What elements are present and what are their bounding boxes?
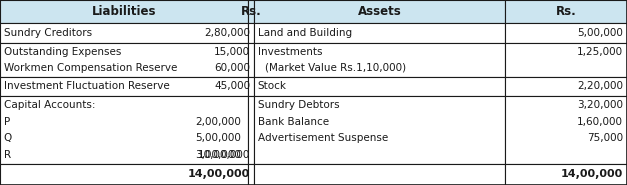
Bar — [254, 96, 505, 164]
Text: Investment Fluctuation Reserve: Investment Fluctuation Reserve — [4, 81, 169, 92]
Text: Investments: Investments — [258, 47, 322, 57]
Bar — [0, 96, 248, 164]
Text: Land and Building: Land and Building — [258, 28, 352, 38]
Text: Q: Q — [4, 133, 12, 143]
Text: 10,00,000: 10,00,000 — [198, 150, 250, 160]
Text: Workmen Compensation Reserve: Workmen Compensation Reserve — [4, 63, 177, 73]
Bar — [248, 43, 254, 77]
Text: Outstanding Expenses: Outstanding Expenses — [4, 47, 121, 57]
Text: Assets: Assets — [357, 5, 401, 18]
Bar — [505, 0, 627, 23]
Bar — [248, 96, 254, 164]
Text: 3,20,000: 3,20,000 — [577, 100, 623, 110]
Bar — [505, 164, 627, 185]
Text: 1,25,000: 1,25,000 — [577, 47, 623, 57]
Text: 75,000: 75,000 — [587, 133, 623, 143]
Bar — [254, 0, 505, 23]
Bar — [254, 23, 505, 43]
Bar — [0, 77, 248, 96]
Text: Advertisement Suspense: Advertisement Suspense — [258, 133, 388, 143]
Text: 1,60,000: 1,60,000 — [577, 117, 623, 127]
Text: 2,80,000: 2,80,000 — [204, 28, 250, 38]
Text: (Market Value Rs.1,10,000): (Market Value Rs.1,10,000) — [265, 63, 406, 73]
Text: Capital Accounts:: Capital Accounts: — [4, 100, 95, 110]
Bar — [248, 0, 254, 23]
Bar — [0, 164, 248, 185]
Text: 2,00,000: 2,00,000 — [195, 117, 241, 127]
Text: 5,00,000: 5,00,000 — [195, 133, 241, 143]
Text: 5,00,000: 5,00,000 — [577, 28, 623, 38]
Text: P: P — [4, 117, 10, 127]
Text: 14,00,000: 14,00,000 — [188, 169, 250, 179]
Text: 45,000: 45,000 — [214, 81, 250, 92]
Text: 15,000: 15,000 — [214, 47, 250, 57]
Bar — [505, 77, 627, 96]
Text: Bank Balance: Bank Balance — [258, 117, 329, 127]
Bar — [0, 23, 248, 43]
Bar — [248, 77, 254, 96]
Text: 2,20,000: 2,20,000 — [577, 81, 623, 92]
Text: Sundry Debtors: Sundry Debtors — [258, 100, 339, 110]
Text: Liabilities: Liabilities — [92, 5, 156, 18]
Bar — [0, 0, 248, 23]
Text: R: R — [4, 150, 11, 160]
Text: Rs.: Rs. — [556, 5, 576, 18]
Bar — [254, 77, 505, 96]
Bar — [254, 164, 505, 185]
Text: Stock: Stock — [258, 81, 287, 92]
Bar — [248, 23, 254, 43]
Text: 3,00,000: 3,00,000 — [195, 150, 241, 160]
Bar — [0, 43, 248, 77]
Text: 60,000: 60,000 — [214, 63, 250, 73]
Bar — [248, 164, 254, 185]
Text: 14,00,000: 14,00,000 — [561, 169, 623, 179]
Bar — [505, 23, 627, 43]
Bar — [254, 43, 505, 77]
Bar — [505, 96, 627, 164]
Text: Rs.: Rs. — [240, 5, 261, 18]
Text: Sundry Creditors: Sundry Creditors — [4, 28, 92, 38]
Bar — [505, 43, 627, 77]
